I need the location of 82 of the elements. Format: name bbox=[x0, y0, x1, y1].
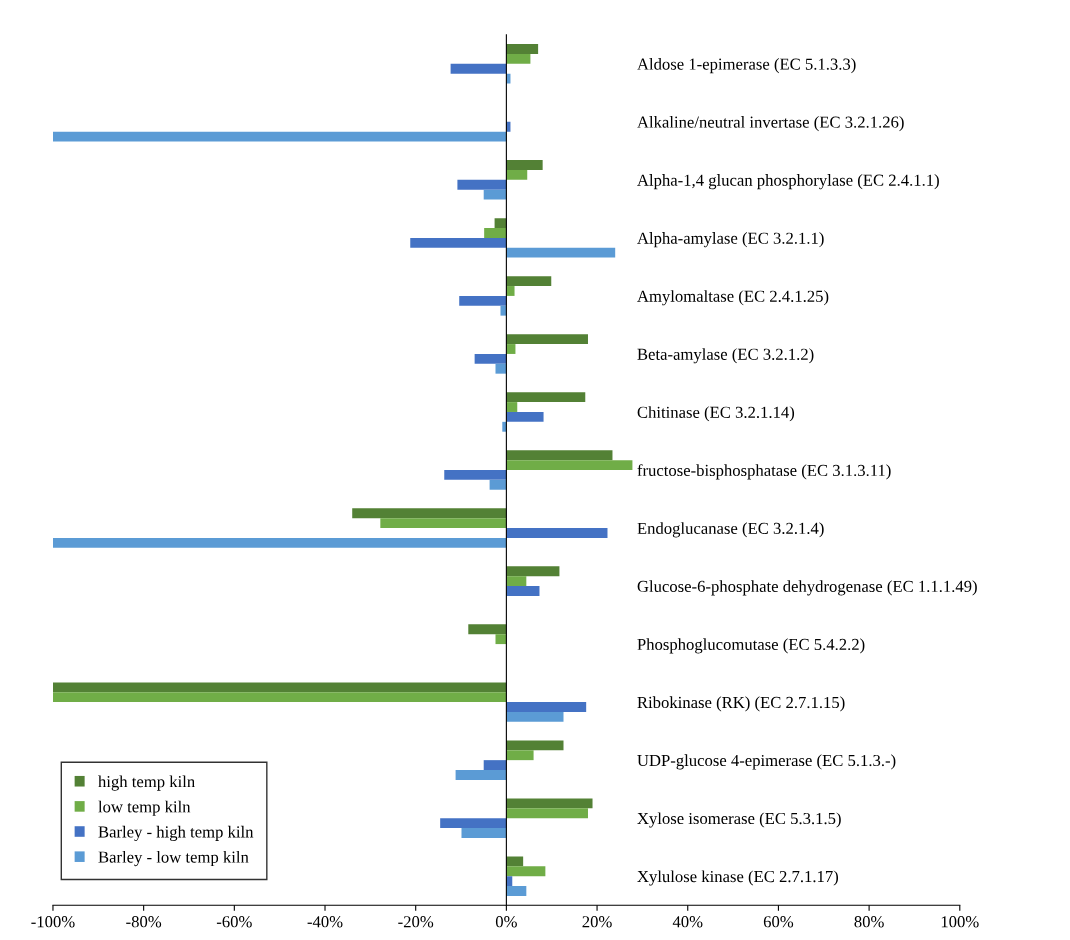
bar bbox=[506, 798, 593, 809]
x-tick-label: 60% bbox=[763, 916, 794, 928]
bar bbox=[352, 508, 507, 519]
bar bbox=[506, 750, 534, 761]
bar bbox=[506, 528, 608, 538]
bar bbox=[468, 624, 507, 635]
bar bbox=[483, 760, 507, 771]
x-tick-label: 40% bbox=[672, 916, 703, 928]
bar bbox=[52, 682, 507, 693]
bar bbox=[410, 237, 507, 248]
bar bbox=[495, 363, 507, 374]
bar bbox=[506, 160, 543, 170]
bar bbox=[506, 808, 588, 819]
y-tick-label: Phosphoglucomutase (EC 5.4.2.2) bbox=[637, 638, 865, 654]
bar bbox=[461, 828, 507, 838]
bar bbox=[506, 334, 588, 345]
x-tick-label: 80% bbox=[854, 916, 884, 928]
bar bbox=[506, 450, 613, 461]
bar bbox=[440, 818, 507, 829]
y-tick-label: Xylose isomerase (EC 5.3.1.5) bbox=[637, 812, 841, 828]
y-tick-label: Chitinase (EC 3.2.1.14) bbox=[637, 406, 795, 422]
bar bbox=[506, 856, 524, 867]
y-tick-label: Beta-amylase (EC 3.2.1.2) bbox=[637, 348, 814, 364]
bar bbox=[455, 770, 507, 780]
legend-label: Barley - low temp kiln bbox=[98, 850, 249, 867]
bar bbox=[506, 344, 516, 354]
bar bbox=[506, 402, 518, 412]
legend-label: high temp kiln bbox=[98, 775, 195, 791]
bar bbox=[506, 566, 560, 577]
bar bbox=[506, 247, 616, 258]
bar bbox=[474, 353, 507, 364]
y-tick-label: Alpha-amylase (EC 3.2.1.1) bbox=[637, 232, 824, 248]
x-tick-label: -40% bbox=[307, 916, 343, 928]
x-tick-label: -20% bbox=[398, 916, 434, 928]
y-tick-label: UDP-glucose 4-epimerase (EC 5.1.3.-) bbox=[637, 754, 896, 770]
bar bbox=[506, 44, 539, 54]
bar bbox=[506, 711, 564, 722]
bar bbox=[502, 421, 507, 432]
bar bbox=[506, 886, 527, 896]
bar bbox=[506, 740, 564, 751]
bar bbox=[506, 169, 528, 180]
bar bbox=[450, 63, 507, 74]
x-tick-label: -60% bbox=[216, 916, 252, 928]
y-tick-label: Endoglucanase (EC 3.2.1.4) bbox=[637, 522, 824, 538]
bar bbox=[506, 392, 586, 403]
x-tick-label: 100% bbox=[941, 916, 979, 928]
bar bbox=[506, 576, 527, 587]
x-tick-label: -100% bbox=[31, 916, 75, 928]
y-tick-label: Xylulose kinase (EC 2.7.1.17) bbox=[637, 870, 839, 886]
bar bbox=[484, 228, 507, 238]
x-tick-label: 0% bbox=[495, 916, 517, 928]
legend-label: Barley - high temp kiln bbox=[98, 825, 254, 841]
y-tick-label: Aldose 1-epimerase (EC 5.1.3.3) bbox=[637, 58, 856, 74]
bar bbox=[506, 276, 552, 287]
bar bbox=[457, 179, 507, 190]
bar bbox=[506, 411, 544, 422]
bar bbox=[489, 479, 507, 490]
bar bbox=[52, 537, 507, 548]
bar bbox=[52, 131, 507, 142]
bar bbox=[506, 866, 546, 877]
bar bbox=[380, 518, 507, 529]
bar bbox=[506, 460, 633, 470]
bar bbox=[506, 286, 515, 296]
bar bbox=[506, 53, 531, 64]
y-tick-label: Ribokinase (RK) (EC 2.7.1.15) bbox=[637, 696, 845, 712]
bar bbox=[495, 634, 507, 645]
bar bbox=[483, 189, 507, 200]
legend-label: low temp kiln bbox=[98, 800, 191, 816]
bar bbox=[52, 692, 507, 703]
x-tick-label: -80% bbox=[126, 916, 162, 928]
y-tick-label: Glucose-6-phosphate dehydrogenase (EC 1.1.1.49) bbox=[637, 580, 977, 596]
bar bbox=[500, 305, 507, 316]
x-tick-label: 20% bbox=[582, 916, 612, 928]
y-tick-label: fructose-bisphosphatase (EC 3.1.3.11) bbox=[637, 464, 891, 480]
bar bbox=[444, 470, 507, 480]
y-tick-label: Amylomaltase (EC 2.4.1.25) bbox=[637, 290, 829, 306]
y-tick-label: Alpha-1,4 glucan phosphorylase (EC 2.4.1.1) bbox=[637, 174, 939, 190]
bar bbox=[494, 218, 507, 229]
bar bbox=[506, 586, 540, 596]
y-tick-label: Alkaline/neutral invertase (EC 3.2.1.26) bbox=[637, 116, 904, 132]
bar bbox=[459, 295, 507, 306]
bar bbox=[506, 702, 587, 712]
